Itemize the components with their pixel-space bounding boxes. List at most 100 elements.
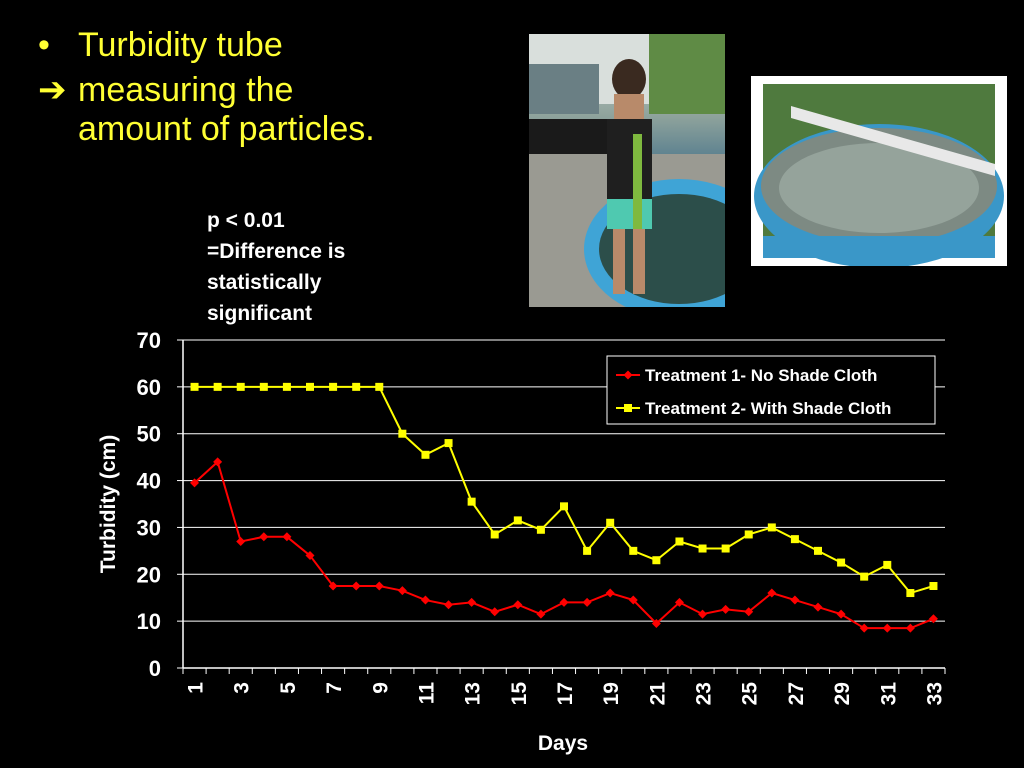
data-point <box>213 382 222 391</box>
y-tick-label: 70 <box>137 328 161 353</box>
x-axis-label: Days <box>538 732 588 755</box>
x-tick-label: 3 <box>231 682 254 694</box>
y-tick-label: 40 <box>137 469 161 494</box>
bullet-item: ➔ measuring the <box>38 71 375 110</box>
data-point <box>837 558 846 567</box>
bullet-text: measuring the <box>78 71 294 110</box>
data-point <box>583 546 592 555</box>
data-point <box>282 382 291 391</box>
data-point <box>397 586 407 596</box>
data-point <box>282 532 292 542</box>
data-point <box>674 597 684 607</box>
data-point <box>467 597 477 607</box>
data-point <box>652 556 661 565</box>
data-point <box>305 551 315 561</box>
data-point <box>860 572 869 581</box>
legend-box <box>606 355 936 425</box>
data-point <box>628 595 638 605</box>
y-tick-label: 0 <box>149 656 161 681</box>
chart-legend: Treatment 1- No Shade Cloth Treatment 2- … <box>606 355 936 425</box>
data-point <box>675 537 684 546</box>
data-point <box>259 532 269 542</box>
x-tick-label: 17 <box>554 682 577 705</box>
bullet-item: • Turbidity tube <box>38 26 375 65</box>
data-point <box>352 382 361 391</box>
legend-label: Treatment 2- With Shade Cloth <box>645 399 891 418</box>
x-tick-label: 27 <box>785 682 808 705</box>
data-point <box>859 623 869 633</box>
legend-marker <box>624 404 632 412</box>
chart-axes <box>182 340 945 669</box>
chart-series <box>190 382 938 633</box>
y-tick-label: 20 <box>137 562 161 587</box>
data-point <box>420 595 430 605</box>
slide-bullets: • Turbidity tube ➔ measuring the amount … <box>38 26 375 149</box>
bullet-text: Turbidity tube <box>78 26 283 64</box>
data-point <box>374 581 384 591</box>
x-tick-label: 21 <box>646 682 669 706</box>
data-point <box>513 600 523 610</box>
data-point <box>605 588 615 598</box>
photo-person-turbidity-tube <box>529 34 725 307</box>
y-tick-label: 10 <box>137 609 161 634</box>
data-point <box>213 457 223 467</box>
data-point <box>236 382 245 391</box>
data-point <box>351 581 361 591</box>
data-point <box>536 609 546 619</box>
x-tick-label: 1 <box>185 682 208 694</box>
data-point <box>329 382 338 391</box>
note-line: significant <box>207 302 313 325</box>
data-point <box>698 544 707 553</box>
data-point <box>306 382 314 391</box>
data-point <box>582 597 592 607</box>
data-point <box>744 607 754 617</box>
x-tick-label: 7 <box>323 682 346 694</box>
photo-aquaponic-tank <box>751 76 1007 266</box>
legend-label: Treatment 1- No Shade Cloth <box>645 366 877 385</box>
data-point <box>236 536 246 546</box>
data-point <box>490 530 499 539</box>
x-tick-label: 33 <box>923 682 946 705</box>
data-point <box>905 623 915 633</box>
data-point <box>767 523 776 532</box>
data-point <box>721 604 731 614</box>
data-point <box>882 623 892 633</box>
data-point <box>906 589 915 598</box>
data-point <box>398 429 407 438</box>
y-axis-ticks: 0 10 20 30 40 50 60 70 <box>137 328 183 681</box>
x-tick-label: 31 <box>877 682 900 706</box>
data-point <box>444 439 453 448</box>
data-point <box>559 597 569 607</box>
x-tick-label: 19 <box>600 682 623 705</box>
data-point <box>883 560 892 569</box>
note-line: statistically <box>207 271 322 294</box>
data-point <box>767 588 777 598</box>
data-point <box>629 546 638 555</box>
data-point <box>328 581 338 591</box>
data-point <box>928 614 938 624</box>
data-point <box>929 582 938 590</box>
data-point <box>606 518 615 527</box>
data-point <box>790 595 800 605</box>
x-tick-label: 25 <box>739 682 762 706</box>
photo-illustration <box>529 34 725 307</box>
y-tick-label: 50 <box>137 422 161 447</box>
x-tick-label: 11 <box>415 682 438 705</box>
data-point <box>813 602 823 612</box>
y-tick-label: 30 <box>137 515 161 540</box>
data-point <box>744 530 753 539</box>
data-point <box>467 497 476 506</box>
note-line: =Difference is <box>207 240 346 263</box>
data-point <box>490 607 500 617</box>
bullet-text: amount of particles. <box>78 110 375 149</box>
data-point <box>560 502 568 511</box>
legend-marker <box>623 370 633 380</box>
data-point <box>814 546 822 555</box>
data-point <box>698 609 708 619</box>
x-tick-label: 13 <box>462 682 485 705</box>
x-tick-label: 9 <box>369 682 392 694</box>
data-point <box>375 382 384 391</box>
x-tick-label: 23 <box>693 682 716 705</box>
data-point <box>259 382 268 391</box>
